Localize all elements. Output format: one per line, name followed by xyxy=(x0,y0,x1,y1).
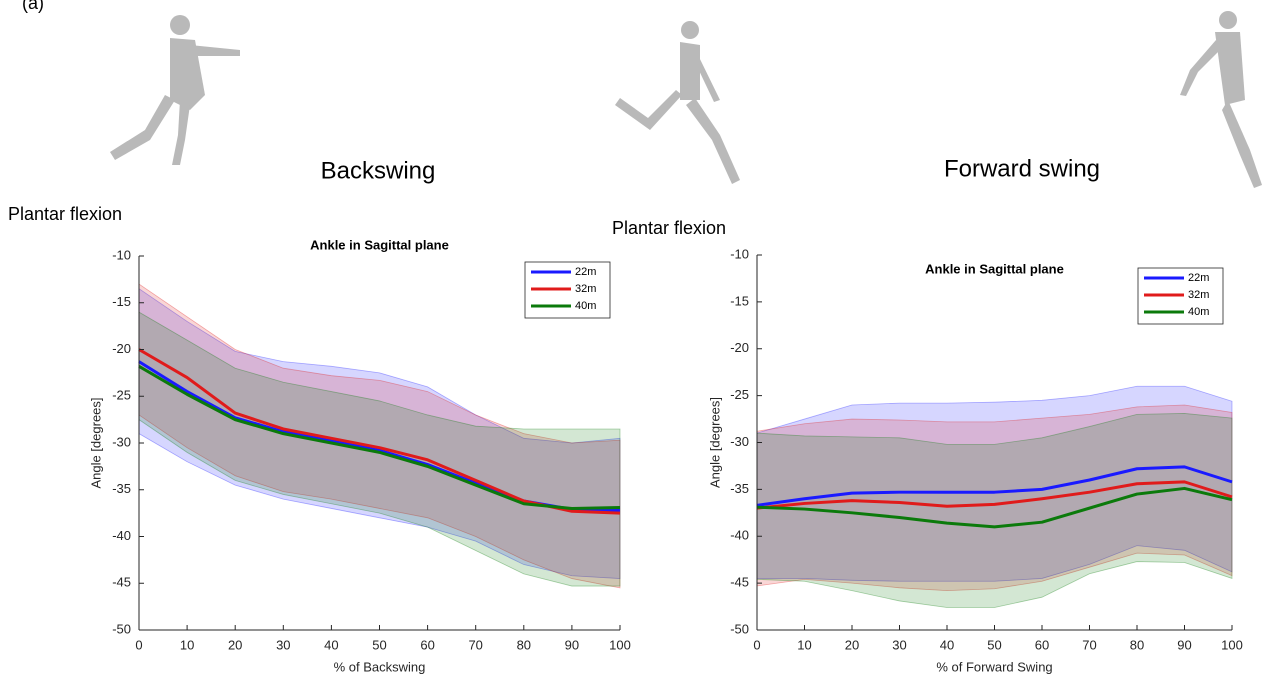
y-tick-label: -10 xyxy=(112,247,131,262)
x-tick-label: 40 xyxy=(940,637,954,652)
x-tick-label: 30 xyxy=(276,637,290,652)
y-tick-label: -45 xyxy=(730,575,749,590)
x-tick-label: 20 xyxy=(845,637,859,652)
x-tick-label: 70 xyxy=(468,637,482,652)
phase-label: Forward swing xyxy=(944,155,1100,182)
y-tick-label: -25 xyxy=(730,387,749,402)
y-axis-label: Angle [degrees] xyxy=(707,397,722,488)
chart-title: Ankle in Sagittal plane xyxy=(925,261,1064,276)
y-tick-label: -10 xyxy=(730,246,749,261)
x-tick-label: 90 xyxy=(565,637,579,652)
y-tick-label: -35 xyxy=(112,481,131,496)
y-tick-label: -50 xyxy=(112,621,131,636)
y-tick-label: -50 xyxy=(730,621,749,636)
x-axis-label: % of Forward Swing xyxy=(936,659,1052,674)
annotation: Plantar flexion xyxy=(612,218,726,238)
x-tick-label: 40 xyxy=(324,637,338,652)
x-tick-label: 0 xyxy=(753,637,760,652)
y-tick-label: -20 xyxy=(730,340,749,355)
chart-title: Ankle in Sagittal plane xyxy=(310,237,449,252)
runner-figure xyxy=(110,15,240,165)
y-tick-label: -15 xyxy=(730,293,749,308)
annotation: Plantar flexion xyxy=(8,204,122,224)
y-tick-label: -40 xyxy=(730,528,749,543)
x-tick-label: 20 xyxy=(228,637,242,652)
legend-label: 40m xyxy=(1188,306,1209,318)
figure: (a) Backswing Forward swing Plantar flex… xyxy=(0,0,1274,675)
legend-label: 22m xyxy=(1188,272,1209,284)
y-tick-label: -40 xyxy=(112,528,131,543)
x-tick-label: 80 xyxy=(517,637,531,652)
x-axis-label: % of Backswing xyxy=(334,659,426,674)
y-tick-label: -25 xyxy=(112,388,131,403)
x-tick-label: 50 xyxy=(372,637,386,652)
x-tick-label: 10 xyxy=(797,637,811,652)
x-tick-label: 100 xyxy=(609,637,631,652)
runner-figure xyxy=(1180,11,1262,188)
y-tick-label: -35 xyxy=(730,481,749,496)
legend-label: 32m xyxy=(1188,289,1209,301)
phase-label: Backswing xyxy=(321,157,436,184)
x-tick-label: 10 xyxy=(180,637,194,652)
legend-label: 32m xyxy=(575,283,596,295)
x-tick-label: 0 xyxy=(135,637,142,652)
y-tick-label: -15 xyxy=(112,294,131,309)
x-tick-label: 80 xyxy=(1130,637,1144,652)
x-tick-label: 60 xyxy=(420,637,434,652)
x-tick-label: 50 xyxy=(987,637,1001,652)
x-tick-label: 60 xyxy=(1035,637,1049,652)
x-tick-label: 30 xyxy=(892,637,906,652)
y-tick-label: -30 xyxy=(112,434,131,449)
x-tick-label: 100 xyxy=(1221,637,1243,652)
runner-figure xyxy=(615,21,740,184)
legend-label: 40m xyxy=(575,300,596,312)
x-tick-label: 90 xyxy=(1177,637,1191,652)
y-tick-label: -30 xyxy=(730,434,749,449)
panel-label: (a) xyxy=(22,0,44,13)
y-tick-label: -45 xyxy=(112,575,131,590)
legend-label: 22m xyxy=(575,266,596,278)
y-axis-label: Angle [degrees] xyxy=(88,397,103,488)
x-tick-label: 70 xyxy=(1082,637,1096,652)
y-tick-label: -20 xyxy=(112,341,131,356)
